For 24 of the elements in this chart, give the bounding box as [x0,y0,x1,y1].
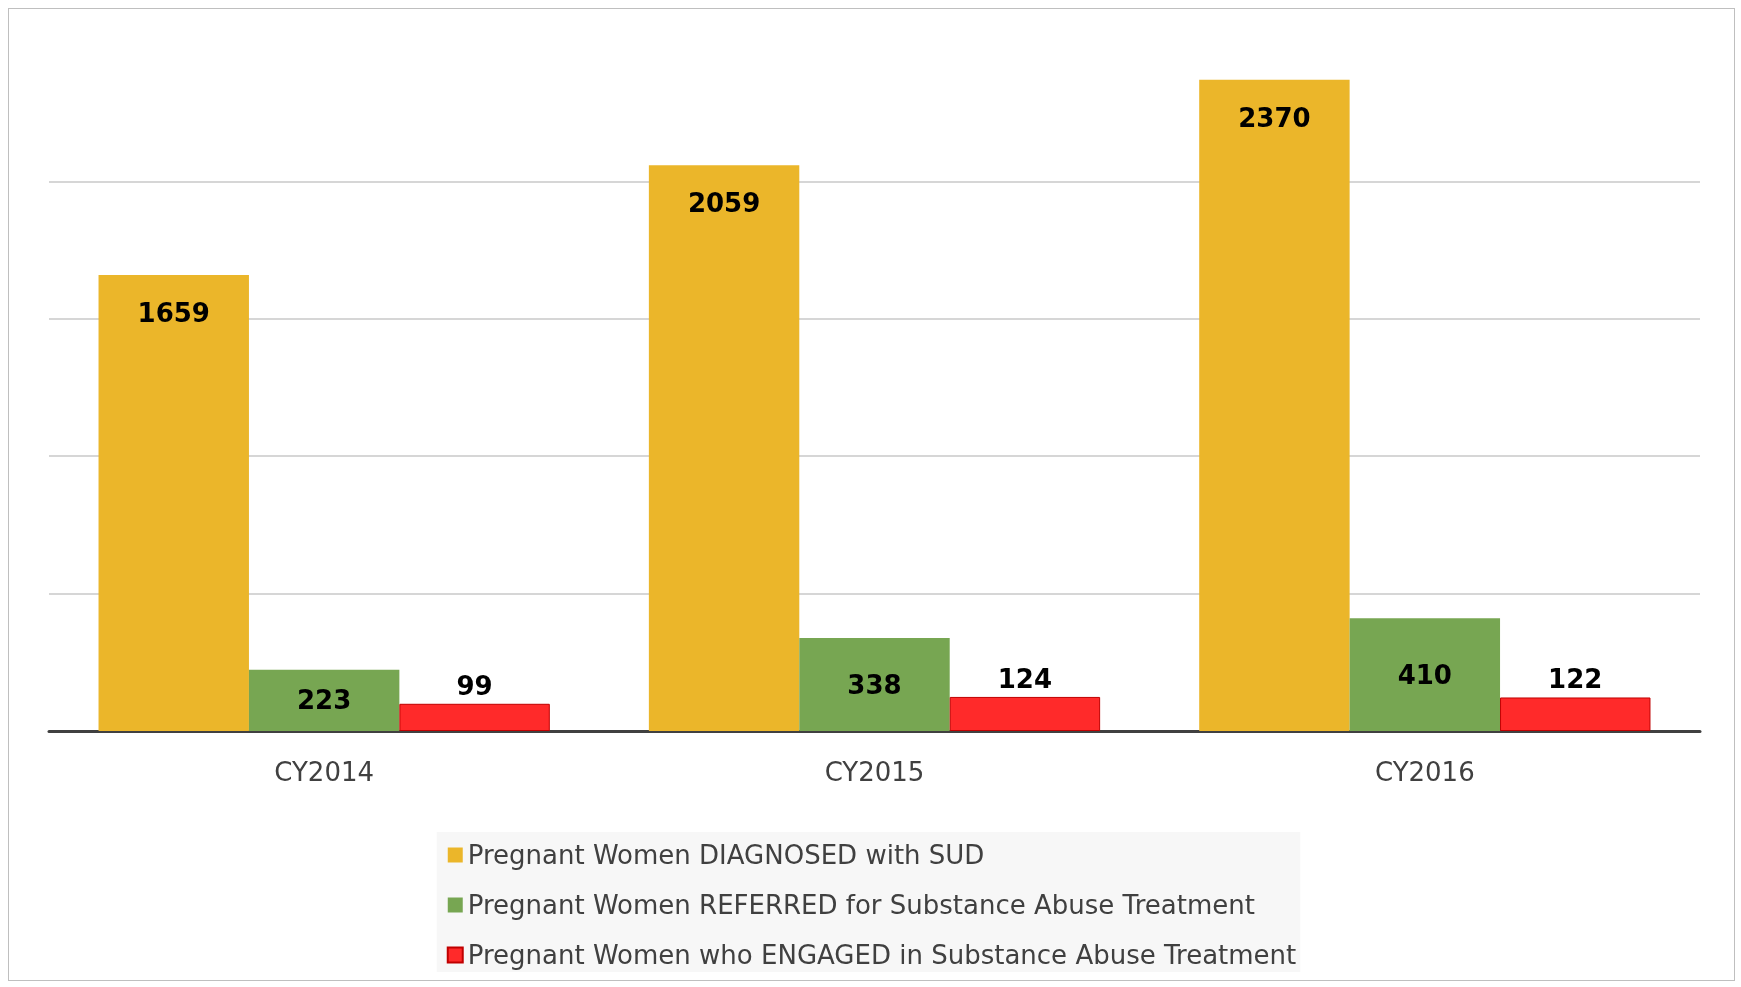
data-label: 124 [997,663,1053,694]
data-label: 1659 [137,298,210,329]
bar [949,696,1101,731]
data-label: 223 [297,685,352,716]
bar [1349,618,1501,731]
data-label: 338 [847,669,902,700]
bar [648,165,800,731]
legend-label: Pregnant Women REFERRED for Substance Abuse Treatment [467,890,1255,920]
x-tick-label: CY2016 [1374,757,1475,787]
bar [1199,79,1350,731]
bar [248,669,400,731]
x-tick-label: CY2015 [824,757,925,787]
legend-label: Pregnant Women who ENGAGED in Substance Abuse Treatment [467,940,1297,970]
legend-label: Pregnant Women DIAGNOSED with SUD [467,840,985,870]
bar [98,275,249,731]
x-tick-label: CY2014 [274,757,375,787]
data-label: 2059 [687,188,761,219]
data-label: 410 [1397,659,1452,690]
data-label: 122 [1548,664,1603,695]
bar [799,638,950,731]
data-label: 2370 [1238,102,1311,133]
data-label: 99 [456,670,493,701]
bar [1500,697,1651,731]
bar [399,703,550,731]
